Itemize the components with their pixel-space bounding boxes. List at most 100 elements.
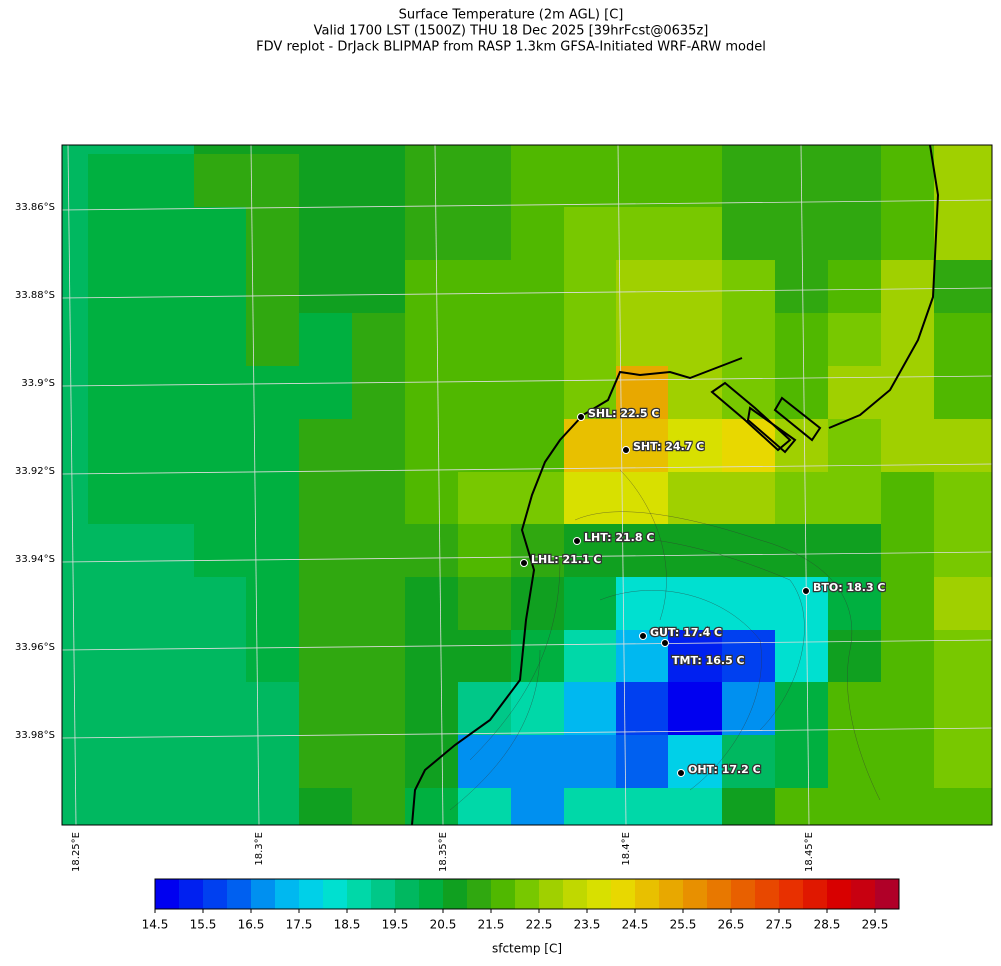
temperature-cell — [828, 207, 882, 261]
temperature-cell — [668, 630, 723, 683]
station-label: LHT: 21.8 C — [584, 531, 654, 544]
colorbar-swatch — [803, 879, 828, 909]
temperature-cell — [668, 154, 723, 208]
temperature-cell — [405, 419, 459, 473]
colorbar-swatch — [611, 879, 636, 909]
temperature-cell — [246, 154, 300, 208]
graticule — [61, 551, 993, 563]
colorbar-swatch — [659, 879, 684, 909]
temperature-cell — [299, 630, 353, 683]
temperature-cell — [405, 472, 459, 525]
temperature-cell — [88, 207, 142, 261]
temperature-cell — [828, 472, 882, 525]
temperature-cell — [668, 735, 723, 789]
temperature-cell — [62, 366, 89, 420]
temperature-cell — [668, 313, 723, 367]
title: Surface Temperature (2m AGL) [C] — [399, 8, 624, 23]
colorbar-tick-label: 21.5 — [478, 918, 505, 932]
temperature-cell — [722, 260, 776, 314]
temperature-cell — [458, 788, 512, 826]
temperature-cell — [62, 472, 89, 525]
temperature-cell — [881, 419, 935, 473]
temperature-cell — [141, 419, 195, 473]
lat-label: 33.94°S — [15, 554, 55, 565]
temperature-cell — [564, 682, 617, 736]
temperature-cell — [299, 788, 353, 826]
temperature-cell — [511, 366, 565, 420]
station-marker — [577, 413, 585, 421]
station-marker — [520, 559, 528, 567]
graticule — [800, 144, 810, 826]
colorbar-swatch — [683, 879, 708, 909]
temperature-cell — [194, 735, 247, 789]
temperature-cell — [458, 145, 512, 155]
colorbar-tick-label: 29.5 — [862, 918, 889, 932]
temperature-cell — [299, 524, 353, 578]
temperature-cell — [934, 630, 993, 683]
temperature-cell — [881, 154, 935, 208]
temperature-cell — [775, 682, 829, 736]
harbour — [710, 381, 822, 454]
station-marker — [677, 769, 685, 777]
temperature-cell — [141, 577, 195, 631]
temperature-cell — [828, 260, 882, 314]
temperature-cell — [668, 260, 723, 314]
temperature-cell — [194, 260, 247, 314]
temperature-cell — [828, 735, 882, 789]
temperature-cell — [934, 788, 993, 826]
temperature-cell — [564, 577, 617, 631]
lon-label: 18.45°E — [804, 832, 815, 872]
station-label: GUT: 17.4 C — [650, 626, 722, 639]
temperature-cell — [194, 682, 247, 736]
temperature-cell — [299, 313, 353, 367]
graticule — [61, 727, 993, 739]
temperature-cell — [458, 313, 512, 367]
temperature-cell — [352, 207, 406, 261]
temperature-cell — [616, 524, 669, 578]
temperature-cell — [722, 419, 776, 473]
temperature-cell — [194, 577, 247, 631]
temperature-cell — [511, 735, 565, 789]
colorbar-swatch — [275, 879, 300, 909]
temperature-cell — [828, 154, 882, 208]
temperature-cell — [616, 682, 669, 736]
temperature-cell — [194, 366, 247, 420]
temperature-cell — [246, 145, 300, 155]
temperature-cell — [141, 366, 195, 420]
station-label: TMT: 16.5 C — [672, 654, 745, 667]
subtitle: FDV replot - DrJack BLIPMAP from RASP 1.… — [256, 40, 766, 55]
temperature-cell — [511, 207, 565, 261]
temperature-cell — [934, 207, 993, 261]
temperature-cell — [246, 472, 300, 525]
temperature-cell — [194, 524, 247, 578]
temperature-cell — [881, 366, 935, 420]
coastline — [411, 357, 743, 826]
temperature-cell — [775, 577, 829, 631]
temperature-cell — [141, 630, 195, 683]
temperature-cell — [246, 524, 300, 578]
temperature-cell — [62, 260, 89, 314]
temperature-cell — [564, 524, 617, 578]
temperature-cell — [775, 145, 829, 155]
temperature-cell — [62, 154, 89, 208]
temperature-cell — [62, 145, 89, 155]
temperature-cell — [881, 630, 935, 683]
station-label: OHT: 17.2 C — [688, 763, 761, 776]
temperature-cell — [511, 682, 565, 736]
colorbar-tick-label: 19.5 — [382, 918, 409, 932]
graticule — [61, 639, 993, 651]
station-marker — [661, 639, 669, 647]
temperature-cell — [405, 524, 459, 578]
temperature-cell — [511, 313, 565, 367]
colorbar-swatch — [539, 879, 564, 909]
temperature-cell — [828, 630, 882, 683]
temperature-cell — [934, 366, 993, 420]
temperature-cell — [141, 472, 195, 525]
colorbar-swatch — [155, 879, 180, 909]
colorbar-swatch — [851, 879, 876, 909]
temperature-cell — [405, 735, 459, 789]
subtitle: Valid 1700 LST (1500Z) THU 18 Dec 2025 [… — [314, 24, 709, 39]
temperature-cell — [299, 577, 353, 631]
temperature-cell — [405, 630, 459, 683]
temperature-cell — [934, 682, 993, 736]
